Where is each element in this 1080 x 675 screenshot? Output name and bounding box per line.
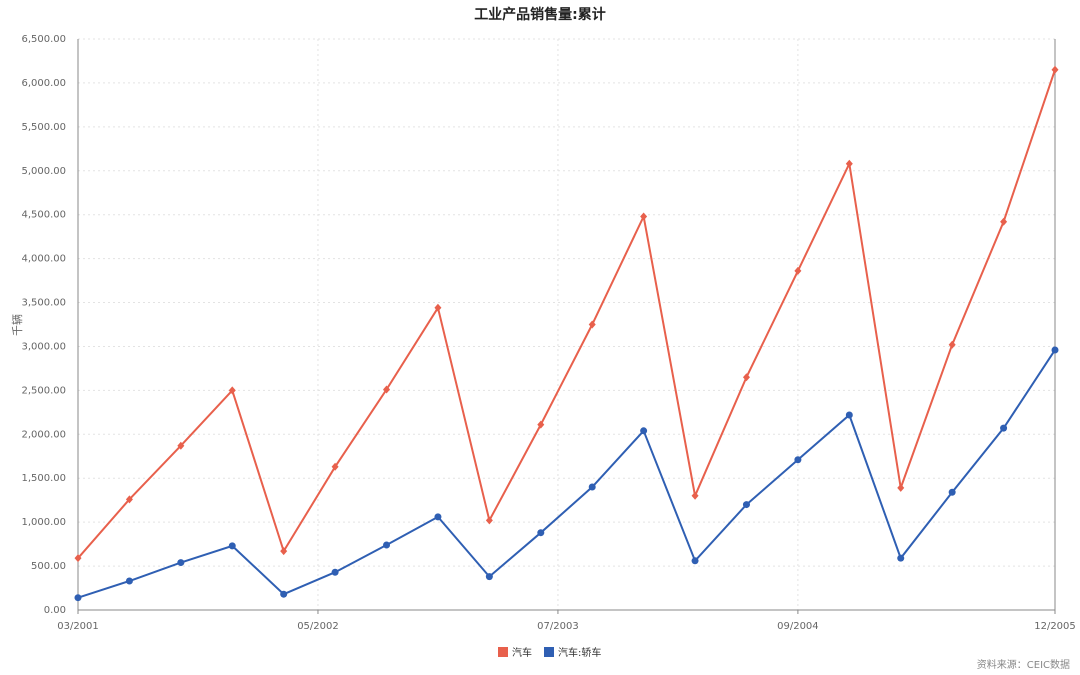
point-marker xyxy=(434,303,442,312)
point-marker xyxy=(845,411,853,419)
point-marker xyxy=(331,462,339,471)
point-marker xyxy=(1000,217,1008,226)
point-marker xyxy=(948,488,956,496)
legend-swatch xyxy=(544,647,554,657)
y-tick-label: 3,000.00 xyxy=(21,341,66,352)
point-marker xyxy=(383,541,391,549)
y-tick-label: 5,000.00 xyxy=(21,166,66,177)
point-marker xyxy=(948,340,956,349)
y-tick-label: 4,000.00 xyxy=(21,254,66,265)
series-line xyxy=(77,349,1056,599)
point-marker xyxy=(742,373,750,382)
point-marker xyxy=(691,557,699,565)
point-marker xyxy=(537,420,545,429)
legend-label: 汽车:轿车 xyxy=(558,646,601,659)
x-tick-label: 09/2004 xyxy=(777,621,819,632)
legend-label: 汽车 xyxy=(512,646,532,659)
point-marker xyxy=(485,573,493,581)
x-tick-label: 05/2002 xyxy=(297,621,339,632)
point-marker xyxy=(640,212,648,221)
chart-title: 工业产品销售量:累计 xyxy=(474,6,606,23)
point-marker xyxy=(228,542,236,550)
point-marker xyxy=(1051,65,1059,74)
point-marker xyxy=(588,320,596,329)
legend-swatch xyxy=(498,647,508,657)
point-marker xyxy=(794,456,802,464)
point-marker xyxy=(280,590,288,598)
y-tick-label: 6,500.00 xyxy=(21,34,66,45)
y-tick-label: 2,000.00 xyxy=(21,429,66,440)
point-marker xyxy=(434,513,442,521)
point-marker xyxy=(331,568,339,576)
point-marker xyxy=(588,483,596,491)
y-tick-label: 2,500.00 xyxy=(21,385,66,396)
x-tick-label: 03/2001 xyxy=(57,621,99,632)
point-marker xyxy=(177,441,185,450)
point-marker xyxy=(125,577,133,585)
point-marker xyxy=(640,427,648,435)
point-marker xyxy=(1051,346,1059,354)
y-tick-label: 1,000.00 xyxy=(21,517,66,528)
point-marker xyxy=(383,385,391,394)
y-tick-label: 3,500.00 xyxy=(21,298,66,309)
point-marker xyxy=(228,386,236,395)
series-line xyxy=(77,69,1056,559)
y-tick-label: 6,000.00 xyxy=(21,78,66,89)
y-tick-label: 500.00 xyxy=(31,561,66,572)
point-marker xyxy=(177,559,185,567)
point-marker xyxy=(845,159,853,168)
point-marker xyxy=(125,495,133,504)
y-axis-label: 千辆 xyxy=(10,314,24,336)
x-tick-label: 07/2003 xyxy=(537,621,579,632)
point-marker xyxy=(742,501,750,509)
x-tick-label: 12/2005 xyxy=(1034,621,1076,632)
point-marker xyxy=(897,554,905,562)
point-marker xyxy=(1000,424,1008,432)
source-note: 资料来源：CEIC数据 xyxy=(977,658,1070,671)
y-tick-label: 4,500.00 xyxy=(21,210,66,221)
y-tick-label: 1,500.00 xyxy=(21,473,66,484)
point-marker xyxy=(897,483,905,492)
point-marker xyxy=(74,594,82,602)
point-marker xyxy=(537,529,545,537)
point-marker xyxy=(794,266,802,275)
y-tick-label: 0.00 xyxy=(44,605,66,616)
y-tick-label: 5,500.00 xyxy=(21,122,66,133)
point-marker xyxy=(485,516,493,525)
point-marker xyxy=(280,547,288,556)
point-marker xyxy=(74,554,82,563)
point-marker xyxy=(691,491,699,500)
